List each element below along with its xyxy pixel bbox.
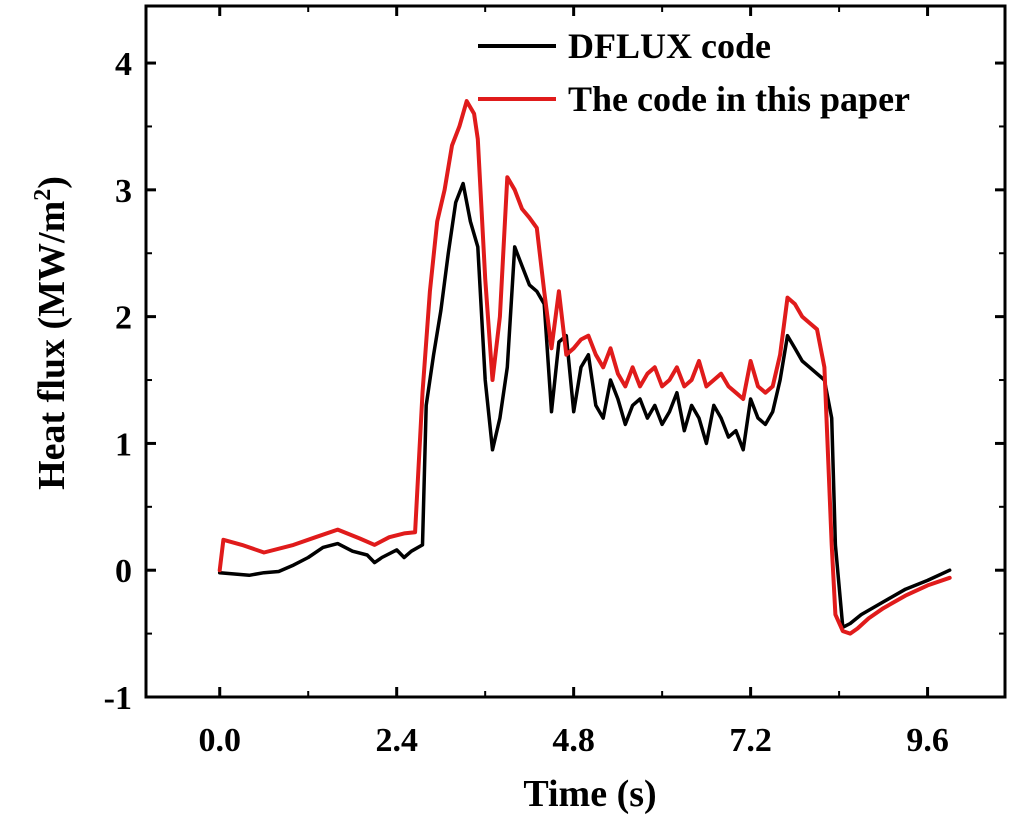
series-line-paper-code (217, 99, 952, 636)
y-tick-label: -1 (104, 680, 132, 717)
legend-label-paper-code: The code in this paper (568, 79, 910, 119)
x-tick-label: 4.8 (552, 722, 595, 759)
series-line-dflux (217, 181, 952, 630)
x-tick-label: 2.4 (375, 722, 418, 759)
x-tick-label: 9.6 (906, 722, 949, 759)
y-tick-label: 0 (115, 553, 132, 590)
y-tick-label: 4 (115, 46, 132, 83)
tick-labels: 0.0 2.4 4.8 7.2 9.6 -1 0 1 2 3 4 (104, 46, 949, 759)
legend: DFLUX code The code in this paper (478, 26, 910, 119)
x-axis-title: Time (s) (523, 773, 656, 815)
y-tick-label: 1 (115, 426, 132, 463)
series-layer (217, 99, 952, 636)
y-axis-title: Heat flux (MW/m2) (30, 176, 73, 490)
plot-frame (144, 4, 1007, 699)
y-tick-label: 3 (115, 173, 132, 210)
legend-label-dflux: DFLUX code (568, 26, 771, 66)
y-tick-label: 2 (115, 300, 132, 337)
x-tick-label: 7.2 (729, 722, 772, 759)
x-tick-label: 0.0 (198, 722, 241, 759)
